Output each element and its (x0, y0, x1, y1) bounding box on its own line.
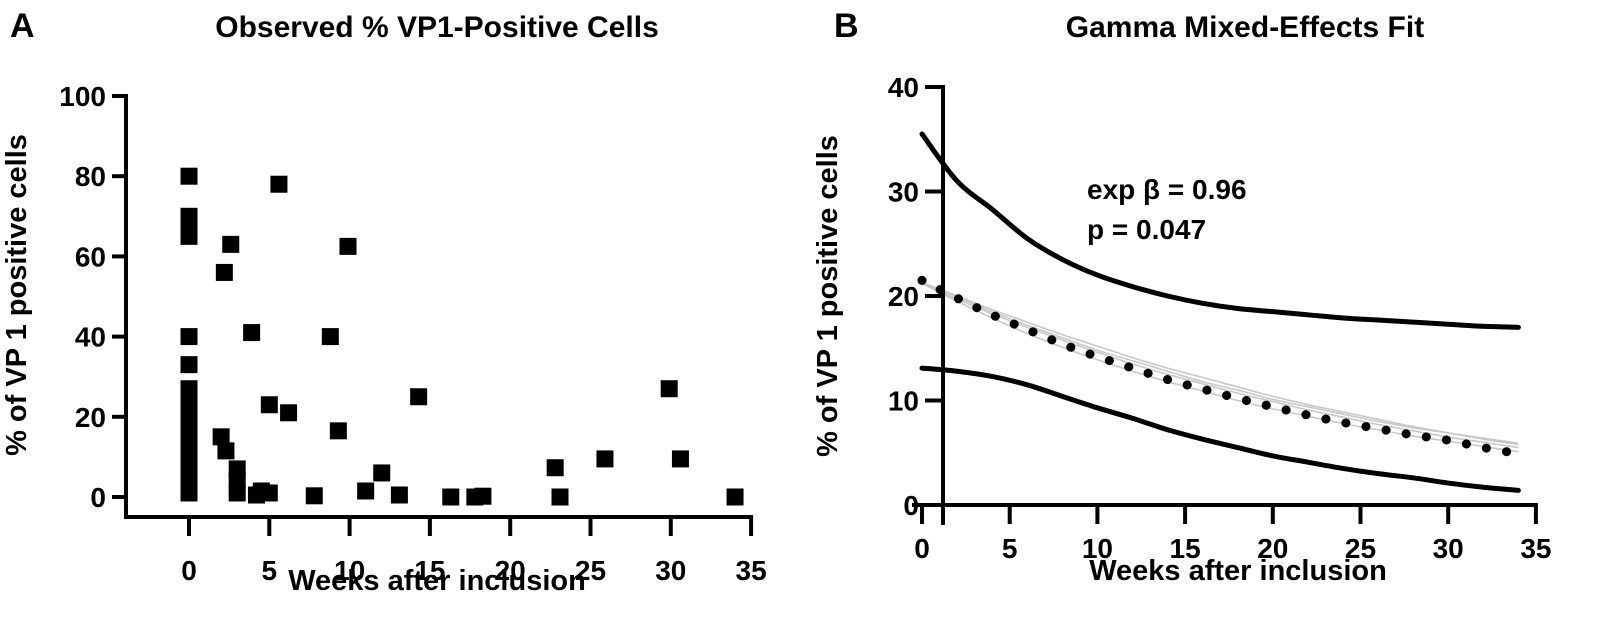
data-point (270, 175, 288, 193)
data-point (442, 488, 460, 506)
data-point (222, 235, 240, 253)
individual-fit-3-line (921, 281, 1519, 445)
panel-b-x-tick-label: 5 (1002, 533, 1018, 564)
individual-fit-4-line (921, 282, 1519, 449)
panel-a-x-tick-label: 5 (262, 555, 278, 586)
panel-b-x-tick-label: 0 (914, 533, 930, 564)
panel-a-x-tick-label: 25 (575, 555, 606, 586)
panel-a-title: Observed % VP1-Positive Cells (215, 11, 659, 44)
data-point (410, 388, 428, 406)
panel-b-y-axis-label: % of VP 1 positive cells (812, 135, 844, 457)
panel-a-y-tick-label: 60 (75, 241, 106, 272)
panel-b-axes: 0 10 20 30 40 0 5 10 15 20 25 30 35 (888, 72, 1552, 564)
data-point (660, 380, 678, 398)
data-point (260, 396, 278, 414)
data-point (280, 404, 298, 422)
panel-b-x-tick-label: 20 (1257, 533, 1288, 564)
panel-b: B Gamma Mixed-Effects Fit Weeks after in… (812, 7, 1551, 587)
panel-a-x-tick-label: 10 (334, 555, 365, 586)
panel-b-label: B (834, 7, 859, 45)
data-point (339, 237, 357, 255)
data-point (726, 488, 744, 506)
data-point (180, 328, 198, 346)
data-point (180, 484, 198, 502)
data-point (546, 459, 564, 477)
panel-a-y-tick-label: 100 (59, 81, 106, 112)
data-point (180, 432, 198, 450)
data-point (357, 482, 375, 500)
data-point (180, 356, 198, 374)
panel-a-x-tick-label: 0 (181, 555, 197, 586)
panel-a-y-tick-label: 40 (75, 322, 106, 353)
panel-a-y-tick-label: 20 (75, 402, 106, 433)
panel-a-x-tick-label: 30 (655, 555, 686, 586)
data-point (321, 328, 339, 346)
panel-b-lines (917, 131, 1523, 493)
data-point (671, 450, 689, 468)
panel-a-x-tick-label: 15 (414, 555, 445, 586)
panel-b-y-tick-label: 30 (888, 177, 919, 208)
data-point (551, 488, 569, 506)
data-point (212, 428, 230, 446)
panel-b-y-tick-label: 10 (888, 386, 919, 417)
upper-bound-line (919, 131, 1521, 330)
data-point (180, 227, 198, 245)
panel-a-y-axis-label: % of VP 1 positive cells (1, 134, 33, 456)
individual-fit-1-line (921, 281, 1519, 446)
annotation-p-value: p = 0.047 (1087, 214, 1206, 245)
panel-a-label: A (10, 7, 35, 45)
panel-a-y-tick-label: 80 (75, 161, 106, 192)
panel-b-x-tick-label: 10 (1082, 533, 1113, 564)
data-point (329, 422, 347, 440)
panel-b-x-tick-label: 30 (1433, 533, 1464, 564)
data-point (305, 487, 323, 505)
panel-a-x-tick-label: 35 (736, 555, 767, 586)
panel-b-title: Gamma Mixed-Effects Fit (1066, 11, 1424, 44)
data-point (260, 484, 278, 502)
panel-b-x-tick-label: 35 (1520, 533, 1551, 564)
panel-a-axes: 0 20 40 60 80 100 0 5 10 15 20 25 30 35 (59, 81, 766, 586)
panel-b-y-tick-label: 40 (888, 72, 919, 103)
data-point (373, 464, 391, 482)
data-point (243, 324, 261, 342)
panel-b-x-tick-label: 15 (1170, 533, 1201, 564)
data-point (180, 392, 198, 410)
data-point (474, 487, 492, 505)
data-point (215, 263, 233, 281)
panel-a-points (180, 167, 744, 506)
lower-bound-line (919, 365, 1521, 493)
data-point (596, 450, 614, 468)
panel-b-y-tick-label: 20 (888, 281, 919, 312)
panel-a-y-tick-label: 0 (90, 482, 106, 513)
panel-a: A Observed % VP1-Positive Cells Weeks af… (1, 7, 767, 597)
panel-b-y-tick-label: 0 (903, 490, 919, 521)
data-point (390, 486, 408, 504)
panel-b-x-tick-label: 25 (1345, 533, 1376, 564)
data-point (228, 484, 246, 502)
panel-b-x-axis-label: Weeks after inclusion (1089, 555, 1387, 587)
data-point (217, 442, 235, 460)
panel-a-x-tick-label: 20 (495, 555, 526, 586)
panel-a-x-axis-label: Weeks after inclusion (288, 565, 586, 597)
annotation-exp-beta: exp β = 0.96 (1087, 174, 1247, 205)
individual-fit-2-line (921, 282, 1519, 453)
data-point (180, 167, 198, 185)
